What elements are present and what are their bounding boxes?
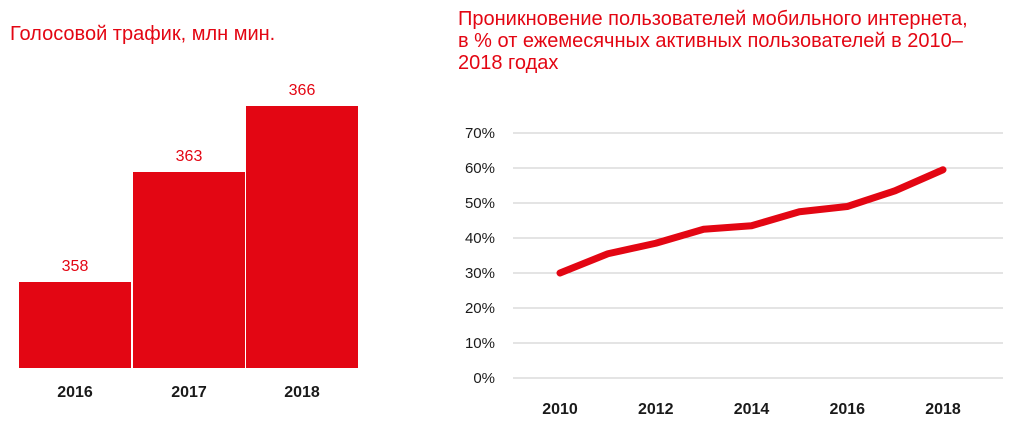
y-tick-label: 60%	[465, 160, 495, 177]
y-tick-label: 40%	[465, 230, 495, 247]
bar-value-label: 366	[289, 82, 316, 99]
voice-traffic-title: Голосовой трафик, млн мин.	[10, 23, 276, 45]
y-tick-label: 70%	[465, 125, 495, 142]
bar-value-label: 358	[62, 258, 89, 275]
mobile-internet-title: Проникновение пользователей мобильного и…	[458, 8, 968, 74]
y-tick-label: 0%	[473, 370, 495, 387]
bar-2016	[19, 282, 131, 368]
series-line	[556, 166, 947, 277]
x-tick-label: 2012	[638, 401, 674, 418]
y-tick-label: 20%	[465, 300, 495, 317]
bar-category-label: 2016	[57, 384, 93, 401]
bar-2018	[246, 106, 358, 368]
bar-value-label: 363	[176, 148, 203, 165]
y-tick-label: 30%	[465, 265, 495, 282]
x-tick-label: 2014	[734, 401, 770, 418]
bar-category-label: 2017	[171, 384, 207, 401]
bar-category-label: 2018	[284, 384, 320, 401]
x-tick-label: 2010	[542, 401, 578, 418]
x-tick-label: 2016	[829, 401, 865, 418]
y-tick-label: 50%	[465, 195, 495, 212]
y-tick-label: 10%	[465, 335, 495, 352]
x-tick-label: 2018	[925, 401, 961, 418]
bar-2017	[133, 172, 245, 368]
